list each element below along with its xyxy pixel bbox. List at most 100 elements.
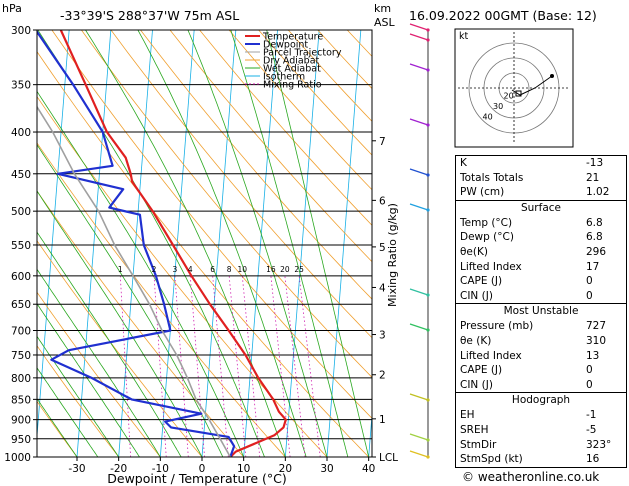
wet-adiabat-line (37, 367, 99, 457)
dry-adiabat-line (37, 400, 78, 457)
isotherm-line (326, 30, 362, 457)
dry-adiabat-line (169, 30, 372, 263)
isotherm-line (243, 30, 278, 457)
hodograph-row-label: EH (460, 409, 475, 422)
surface-row: Lifted Index 17 (456, 260, 626, 275)
wet-adiabat-line (266, 30, 370, 457)
wind-barb-dot (426, 455, 430, 459)
index-row: K -13 (456, 156, 626, 171)
isotherm-line (118, 30, 153, 457)
hodograph-kt-label: kt (459, 31, 469, 42)
km-label: 7 (379, 136, 386, 148)
pressure-label: 500 (11, 206, 31, 218)
hodograph-row: StmDir 323° (456, 438, 626, 453)
dewpoint-line (37, 30, 236, 457)
legend-label: Dry Adiabat (263, 56, 320, 67)
km-label: 1 (379, 414, 386, 426)
top-indices: K -13 Totals Totals 21 PW (cm) 1.02 (456, 156, 626, 200)
wind-barb-dot (426, 438, 430, 442)
legend-label: Parcel Trajectory (263, 48, 342, 59)
unstable-row: Lifted Index 13 (456, 349, 626, 364)
pressure-label: 600 (11, 271, 31, 283)
pressure-label: 450 (11, 169, 31, 181)
unstable-row-value: 0 (586, 364, 593, 377)
surface-row: θe(K) 296 (456, 245, 626, 260)
profile-lines (37, 30, 287, 457)
surface-row-value: 0 (586, 275, 593, 288)
isotherm-line (201, 30, 237, 457)
hodograph-row: StmSpd (kt) 16 (456, 452, 626, 467)
index-row-value: 21 (586, 171, 600, 184)
wind-barb (409, 433, 429, 441)
km-label: LCL (379, 452, 398, 464)
indices-panel: K -13 Totals Totals 21 PW (cm) 1.02 Surface T… (455, 155, 627, 468)
unstable-row-label: CAPE (J) (460, 364, 503, 377)
surface-row-label: CIN (J) (460, 289, 493, 302)
mixing-ratio-label: 25 (294, 265, 304, 274)
index-row-value: 1.02 (586, 186, 610, 199)
km-label: 5 (379, 242, 386, 254)
wind-barb-dot (426, 173, 430, 177)
dry-adiabat-line (258, 30, 372, 156)
footer-credit[interactable]: © weatheronline.co.uk (462, 470, 600, 484)
wet-adiabat-line (37, 397, 78, 457)
storm-motion-marker (515, 90, 522, 97)
x-tick-label: 10 (237, 463, 250, 475)
asl-label: ASL (374, 16, 396, 29)
surface-row: Temp (°C) 6.8 (456, 216, 626, 231)
unstable-section: Most Unstable Pressure (mb) 727 θe (K) 310 L… (456, 303, 626, 392)
pressure-label: 750 (11, 350, 31, 362)
wind-barb-dot (426, 38, 430, 42)
hodograph-stats-title: Hodograph (511, 394, 571, 407)
x-tick-label: -30 (68, 463, 85, 475)
axes: 1 2 3 4 6 8 10 16 20 2530035040045050055060065070… (4, 25, 398, 475)
unstable-row: Pressure (mb) 727 (456, 319, 626, 334)
mixing-ratio-label: 3 (173, 265, 178, 274)
wind-barb-dot (426, 208, 430, 212)
wind-barb (409, 203, 429, 211)
hodograph-row: EH -1 (456, 408, 626, 423)
mixing-ratio-label: 20 (280, 265, 290, 274)
surface-row-label: θe(K) (460, 245, 488, 258)
isotherm-line (410, 30, 444, 457)
mixing-ratio-label: 1 (118, 265, 123, 274)
hodograph-row-label: SREH (460, 423, 489, 436)
surface-row-value: 6.8 (586, 231, 603, 244)
pressure-label: 400 (11, 127, 31, 139)
isotherm-line (284, 30, 320, 457)
pressure-label: 950 (11, 434, 31, 446)
surface-row: CIN (J) 0 (456, 289, 626, 304)
wet-adiabat-line (85, 30, 286, 457)
wind-barb (409, 288, 429, 296)
pressure-label: 300 (11, 25, 31, 37)
km-label: 4 (379, 282, 386, 294)
unstable-row-label: CIN (J) (460, 378, 493, 391)
x-axis-label: Dewpoint / Temperature (°C) (107, 471, 286, 486)
hodograph-ring-label: 40 (483, 113, 493, 122)
x-tick-label: 0 (199, 463, 206, 475)
index-row-label: Totals Totals (460, 171, 524, 184)
km-label: 2 (379, 370, 386, 382)
wind-barb (409, 393, 429, 401)
dry-adiabat-line (37, 96, 328, 457)
mixing-ratio-axis-label: Mixing Ratio (g/kg) (386, 203, 399, 307)
wind-barb-dot (426, 28, 430, 32)
unstable-row-value: 0 (586, 378, 593, 391)
wet-adiabat-line (37, 335, 120, 457)
dry-adiabat-line (228, 30, 372, 191)
legend-label: Dewpoint (263, 40, 308, 51)
surface-title: Surface (520, 201, 561, 214)
mixing-ratio-label: 16 (266, 265, 276, 274)
mixing-ratio-label: 6 (210, 265, 215, 274)
pressure-label: 900 (11, 415, 31, 427)
index-row-label: PW (cm) (460, 186, 505, 199)
index-row-value: -13 (586, 157, 604, 169)
hodograph-row-value: 16 (586, 453, 600, 466)
index-row-label: K (460, 157, 467, 169)
hodograph-row-label: StmDir (460, 438, 497, 451)
unstable-row-label: θe (K) (460, 334, 492, 347)
temperature-line (59, 30, 287, 457)
wind-barb (409, 323, 429, 331)
mixing-ratio-label: 2 (152, 265, 157, 274)
